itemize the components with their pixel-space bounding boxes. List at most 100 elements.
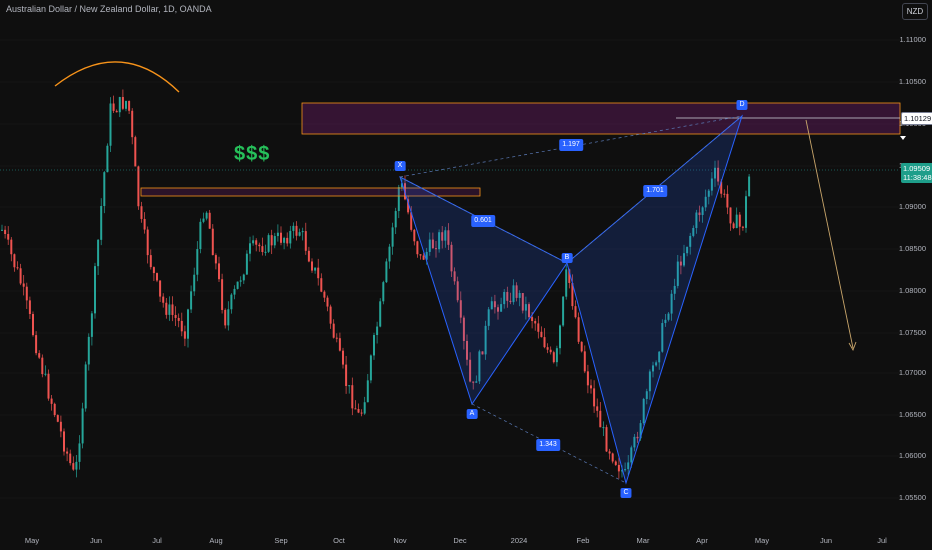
candle-body (512, 285, 515, 303)
ratio-abc-label[interactable]: 1.701 (643, 185, 667, 197)
candle-body (521, 293, 524, 311)
candle-body (602, 427, 605, 429)
candle-body (280, 232, 282, 243)
candle-body (351, 385, 354, 409)
time-axis-label: Mar (636, 536, 650, 545)
candle-body (84, 364, 87, 409)
candle-body (692, 228, 695, 236)
candle-body (131, 110, 134, 138)
dollars-annotation[interactable]: $$$ (234, 143, 271, 165)
candle-body (100, 206, 103, 240)
candle-body (156, 273, 158, 281)
candle-body (540, 331, 543, 338)
candle-body (292, 225, 295, 231)
candle-body (531, 317, 534, 322)
candle-body (723, 193, 726, 195)
candle-body (577, 317, 580, 342)
ratio-xab-label[interactable]: 0.601 (471, 215, 495, 227)
candle-body (717, 167, 720, 182)
candle-body (221, 279, 224, 310)
candle-body (32, 314, 34, 336)
point-a-label[interactable]: A (466, 409, 478, 419)
candle-body (35, 335, 38, 354)
candle-body (233, 288, 236, 295)
resistance-zone[interactable] (301, 102, 901, 135)
candle-body (44, 373, 47, 375)
point-c-label[interactable]: C (620, 488, 632, 498)
candle-body (394, 211, 397, 228)
candle-body (360, 412, 363, 414)
candle-body (19, 268, 22, 284)
price-scale-pointer (900, 136, 906, 140)
candle-body (41, 357, 44, 375)
currency-button[interactable]: NZD (902, 3, 928, 20)
candle-body (283, 237, 286, 243)
candle-body (388, 246, 391, 262)
candle-body (115, 110, 118, 113)
candle-body (670, 293, 673, 314)
time-axis-label: Jul (877, 536, 887, 545)
candle-body (617, 464, 620, 472)
candle-body (56, 415, 59, 422)
candle-body (112, 103, 115, 111)
time-axis-label: Nov (393, 536, 407, 545)
candle-body (385, 261, 388, 283)
candle-body (652, 365, 654, 372)
candle-body (258, 244, 261, 247)
ratio-bcd-label[interactable]: 1.343 (536, 439, 560, 451)
candle-body (493, 301, 496, 308)
candle-body (376, 326, 379, 336)
candle-body (435, 248, 437, 250)
time-axis-label: Apr (696, 536, 708, 545)
top-arc-drawing (54, 61, 180, 93)
candle-body (16, 267, 19, 269)
candle-body (165, 302, 168, 315)
candle-body (596, 406, 599, 411)
candle-body (441, 232, 444, 241)
point-d-label[interactable]: D (736, 100, 748, 110)
support-zone[interactable] (140, 187, 481, 197)
candle-body (47, 373, 50, 399)
candle-body (307, 250, 310, 262)
price-scale-label: 1.11000 (899, 35, 926, 44)
candle-body (738, 214, 741, 227)
point-x-label[interactable]: X (394, 161, 406, 171)
candle-body (183, 331, 186, 339)
candle-body (565, 269, 568, 297)
candle-body (125, 101, 127, 109)
candle-body (121, 97, 124, 109)
candle-body (227, 309, 230, 326)
price-scale-label: 1.08500 (898, 244, 926, 253)
candle-body (177, 317, 180, 321)
candle-body (462, 317, 465, 341)
candle-body (648, 371, 651, 392)
candle-body (329, 306, 332, 324)
candle-body (574, 306, 577, 318)
candle-body (621, 470, 623, 472)
candle-body (193, 274, 196, 292)
candle-body (534, 321, 537, 324)
point-b-label[interactable]: B (561, 253, 573, 263)
candle-body (537, 323, 540, 332)
candle-body (50, 398, 53, 404)
candle-body (103, 172, 106, 207)
candle-body (118, 97, 121, 113)
candle-body (168, 304, 171, 315)
candle-body (301, 231, 304, 233)
candle-body (419, 254, 422, 256)
ratio-xad-label[interactable]: 1.197 (559, 139, 583, 151)
candle-body (249, 243, 251, 254)
candle-body (642, 398, 645, 424)
candle-body (382, 282, 385, 302)
candle-body (428, 239, 431, 252)
candle-body (515, 285, 518, 298)
candle-body (583, 351, 586, 372)
time-axis-label: 2024 (510, 536, 528, 545)
candle-body (683, 253, 685, 266)
candle-body (152, 267, 155, 274)
candle-body (109, 103, 112, 146)
candle-body (276, 232, 279, 237)
candle-body (72, 463, 75, 470)
projection-arrow-line (805, 119, 854, 349)
